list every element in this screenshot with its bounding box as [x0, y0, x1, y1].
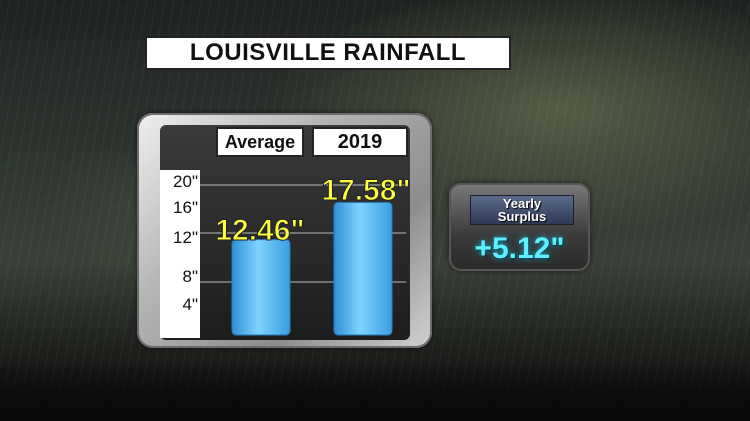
surplus-value: +5.12": [474, 232, 565, 265]
surplus-label-line1: Yearly: [502, 196, 542, 211]
data-label: 12.46": [215, 214, 304, 247]
y-axis-panel: [160, 170, 200, 338]
data-label: 17.58": [321, 174, 410, 207]
horizon-silhouette: [0, 361, 750, 421]
y-tick-label: 8": [183, 267, 199, 286]
y-tick-label: 4": [183, 295, 199, 314]
category-label-2019: 2019: [312, 127, 408, 157]
bar-2019: [333, 202, 393, 336]
surplus-label: Yearly Surplus: [470, 195, 574, 225]
y-tick-label: 16": [173, 198, 198, 217]
graphic-title: LOUISVILLE RAINFALL: [145, 36, 511, 70]
category-label-average: Average: [216, 127, 304, 157]
surplus-label-line2: Surplus: [497, 209, 547, 224]
y-tick-label: 12": [173, 228, 198, 247]
y-tick-label: 20": [173, 172, 198, 191]
bar-average: [231, 239, 291, 336]
